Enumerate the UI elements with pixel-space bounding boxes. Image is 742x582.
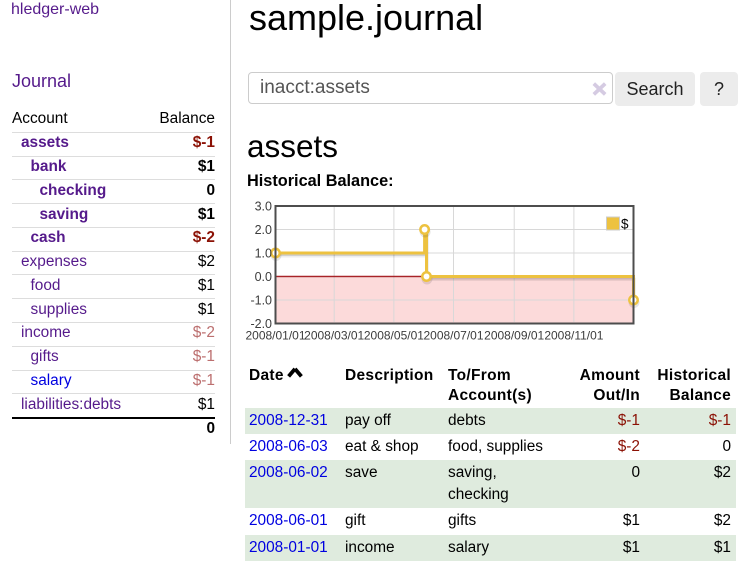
svg-text:2008/09/01: 2008/09/01 bbox=[484, 329, 544, 343]
svg-text:2008/05/01: 2008/05/01 bbox=[364, 329, 424, 343]
svg-text:2008/01/01: 2008/01/01 bbox=[245, 329, 305, 343]
svg-text:$: $ bbox=[621, 217, 629, 232]
svg-text:2008/07/01: 2008/07/01 bbox=[423, 329, 483, 343]
svg-text:1.0: 1.0 bbox=[255, 247, 272, 261]
svg-text:2008/11/01: 2008/11/01 bbox=[544, 329, 603, 343]
svg-text:-2.0: -2.0 bbox=[250, 317, 272, 331]
svg-text:0.0: 0.0 bbox=[255, 270, 272, 284]
svg-text:2008/03/01: 2008/03/01 bbox=[304, 329, 364, 343]
svg-text:3.0: 3.0 bbox=[255, 200, 272, 214]
svg-text:-1.0: -1.0 bbox=[250, 294, 272, 308]
svg-text:2.0: 2.0 bbox=[255, 223, 272, 237]
